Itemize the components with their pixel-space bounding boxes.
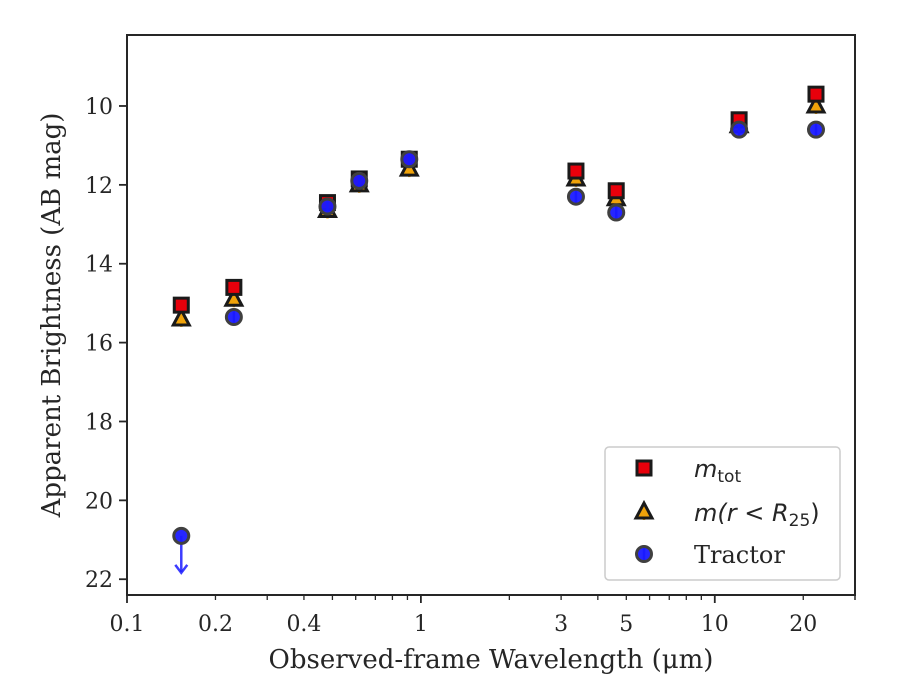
circle-marker <box>224 307 243 326</box>
legend-label-mtot: mtot <box>694 455 741 487</box>
x-tick-label: 10 <box>701 612 729 637</box>
data-markers <box>170 85 827 575</box>
circle-marker <box>607 203 626 222</box>
circle-marker <box>806 120 825 139</box>
legend-label-mr25: m(r < R25) <box>694 499 820 531</box>
triangle-marker <box>805 93 827 114</box>
y-tick-label: 20 <box>85 489 113 514</box>
triangle-marker <box>223 287 245 307</box>
square-marker <box>225 278 243 296</box>
square-marker <box>607 182 625 200</box>
y-tick-label: 14 <box>85 253 113 278</box>
circle-marker <box>318 197 337 216</box>
circle-marker <box>566 187 585 206</box>
y-axis-ticks: 10 12 14 16 18 20 22 <box>85 95 127 593</box>
square-marker <box>807 85 825 103</box>
x-tick-label: 20 <box>789 612 817 637</box>
square-marker <box>172 296 190 314</box>
legend-triangle-marker <box>633 499 655 520</box>
y-axis-label: Apparent Brightness (AB mag) <box>37 113 67 519</box>
triangle-marker <box>170 306 192 327</box>
x-tick-label: 0.1 <box>110 612 145 637</box>
x-tick-label: 1 <box>414 612 428 637</box>
legend-square-marker <box>635 459 653 477</box>
square-marker <box>567 162 585 180</box>
x-tick-label: 3 <box>554 612 568 637</box>
y-tick-label: 16 <box>85 332 113 357</box>
legend-circle-marker <box>635 545 653 563</box>
upper-limit-arrow-head <box>174 564 189 575</box>
legend-box <box>604 446 841 581</box>
x-tick-label: 5 <box>619 612 633 637</box>
x-axis-ticks: 0.1 0.2 0.4 1 3 5 10 20 <box>110 595 856 637</box>
x-tick-label: 0.2 <box>198 612 233 637</box>
circle-marker <box>350 171 369 190</box>
x-tick-label: 0.4 <box>286 612 321 637</box>
y-tick-label: 18 <box>85 410 113 435</box>
legend-label-tractor: Tractor <box>694 541 785 569</box>
y-tick-label: 22 <box>85 568 113 593</box>
circle-marker <box>400 150 419 169</box>
circle-marker <box>172 526 191 545</box>
circle-marker <box>730 120 749 139</box>
y-tick-label: 10 <box>85 95 113 120</box>
x-axis-label: Observed-frame Wavelength (μm) <box>269 645 714 675</box>
y-tick-label: 12 <box>85 174 113 199</box>
legend: mtot m(r < R25) Tractor <box>604 446 841 581</box>
